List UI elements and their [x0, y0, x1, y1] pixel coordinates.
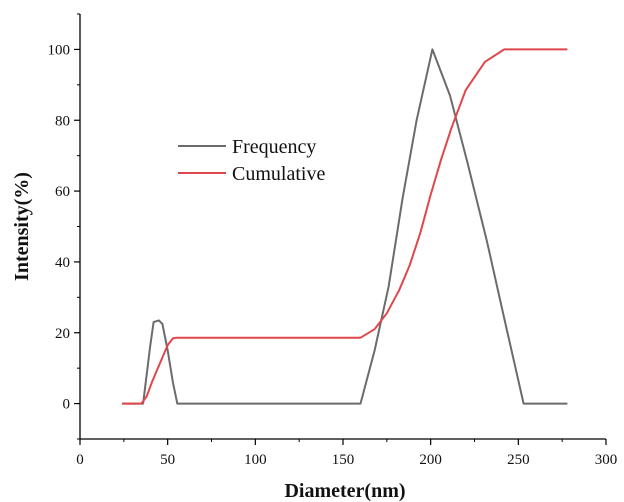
x-tick-label: 300 [595, 452, 618, 468]
x-tick-label: 200 [419, 452, 442, 468]
y-tick-label: 60 [55, 184, 70, 200]
series-line-frequency [122, 48, 568, 405]
x-tick-label: 0 [76, 452, 84, 468]
x-axis-title: Diameter(nm) [284, 480, 405, 502]
y-tick-label: 20 [55, 326, 70, 342]
y-tick-label: 80 [55, 113, 70, 129]
x-tick-label: 250 [507, 452, 530, 468]
y-axis-title: Intensity(%) [11, 172, 33, 281]
y-tick-label: 100 [48, 42, 71, 58]
x-tick-label: 50 [160, 452, 175, 468]
x-tick-label: 100 [244, 452, 267, 468]
legend-label-frequency: Frequency [232, 136, 316, 158]
series-line-cumulative [122, 48, 568, 405]
y-tick-label: 0 [63, 397, 71, 413]
x-tick-label: 150 [332, 452, 355, 468]
legend-label-cumulative: Cumulative [232, 163, 325, 185]
y-tick-label: 40 [55, 255, 70, 271]
